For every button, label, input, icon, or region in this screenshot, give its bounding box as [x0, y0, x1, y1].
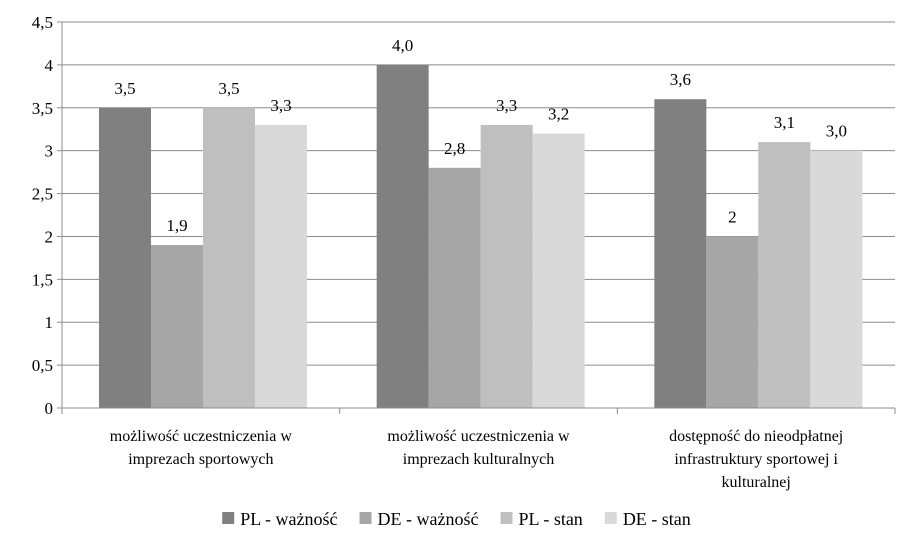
data-label: 3,3: [270, 96, 291, 115]
data-label: 4,0: [392, 36, 413, 55]
x-axis-category-labels: możliwość uczestniczenia w imprezach spor…: [110, 428, 844, 491]
category-label: imprezach kulturalnych: [403, 451, 555, 468]
legend-label: DE - stan: [623, 509, 691, 529]
legend-label: DE - ważność: [378, 509, 479, 529]
y-tick-label: 4: [45, 56, 54, 75]
y-tick-label: 4,5: [32, 13, 53, 32]
bar: [255, 124, 307, 408]
data-label: 3,2: [548, 105, 569, 124]
data-label: 3,1: [774, 113, 795, 132]
legend: PL - ważność DE - ważność PL - stan DE - st…: [222, 509, 691, 529]
data-label: 3,0: [826, 122, 847, 141]
y-axis-tick-labels: 0 0,5 1 1,5 2 2,5 3 3,5 4 4,5: [32, 13, 54, 418]
bar: [99, 107, 151, 409]
data-label: 2: [728, 207, 737, 226]
axes: [57, 21, 896, 414]
bar: [706, 236, 759, 408]
data-label: 3,3: [496, 96, 517, 115]
data-label: 2,8: [444, 139, 465, 158]
data-label: 3,6: [670, 70, 691, 89]
y-tick-label: 1: [45, 313, 54, 332]
bar: [151, 245, 203, 408]
y-tick-label: 2,5: [32, 185, 53, 204]
data-label: 3,5: [114, 79, 135, 98]
y-tick-label: 0,5: [32, 356, 53, 375]
legend-label: PL - stan: [518, 509, 582, 529]
legend-swatch: [500, 512, 513, 524]
bars: [99, 64, 863, 409]
bar: [376, 64, 429, 408]
legend-swatch: [359, 512, 372, 524]
y-tick-label: 3,5: [32, 99, 53, 118]
bar: [810, 150, 863, 408]
bar: [428, 167, 481, 408]
category-label: dostępność do nieodpłatnej: [669, 428, 843, 445]
bar: [654, 99, 707, 408]
y-tick-label: 1,5: [32, 270, 53, 289]
bar: [758, 142, 811, 409]
legend-label: PL - ważność: [240, 509, 337, 529]
y-tick-label: 0: [45, 399, 54, 418]
y-tick-label: 2: [45, 227, 54, 246]
legend-swatch: [222, 512, 235, 524]
data-label: 3,5: [218, 79, 239, 98]
bar: [480, 124, 533, 408]
category-label: możliwość uczestniczenia w: [387, 428, 570, 445]
category-label: kulturalnej: [722, 474, 791, 491]
category-label: możliwość uczestniczenia w: [110, 428, 293, 445]
legend-swatch: [604, 512, 617, 524]
bar: [203, 107, 255, 409]
data-label: 1,9: [166, 216, 187, 235]
y-tick-label: 3: [45, 142, 54, 161]
data-labels: 3,5 1,9 3,5 3,3 4,0 2,8 3,3 3,2 3,6 2 3,1 3,0: [114, 36, 847, 235]
category-label: infrastruktury sportowej i: [674, 451, 838, 468]
category-label: imprezach sportowych: [128, 451, 273, 468]
bar: [532, 133, 585, 408]
